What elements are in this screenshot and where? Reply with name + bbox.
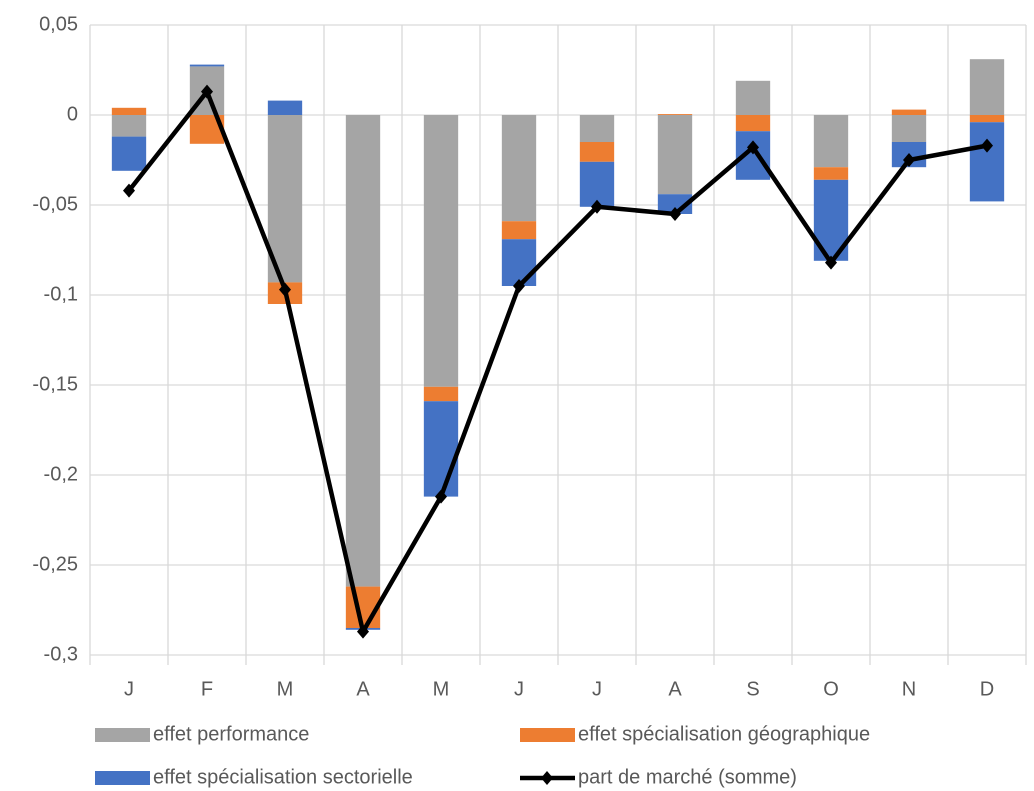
y-tick-label: 0,05 — [39, 13, 78, 35]
bar — [111, 136, 147, 171]
bar — [657, 114, 693, 115]
bar — [579, 161, 615, 207]
x-tick-label: M — [433, 678, 450, 700]
x-tick-label: F — [201, 678, 213, 700]
bar — [657, 115, 693, 195]
legend-label: effet spécialisation sectorielle — [153, 766, 413, 788]
x-tick-label: A — [356, 678, 370, 700]
line-marker — [357, 624, 369, 639]
x-tick-label: J — [592, 678, 602, 700]
line-marker — [669, 207, 681, 221]
y-tick-label: -0,1 — [44, 283, 78, 305]
line — [127, 89, 988, 634]
line-marker — [591, 199, 603, 214]
bar — [969, 59, 1005, 115]
line-marker — [513, 279, 525, 293]
legend-swatch — [520, 728, 575, 742]
bar — [111, 115, 147, 137]
bar — [969, 122, 1005, 202]
bar — [423, 115, 459, 387]
bar — [423, 401, 459, 497]
y-tick-label: 0 — [67, 103, 78, 125]
legend-swatch — [95, 771, 150, 785]
legend-swatch — [541, 771, 553, 785]
bar — [501, 115, 537, 222]
legend-label: part de marché (somme) — [578, 766, 797, 788]
bar — [579, 142, 615, 162]
line-marker — [903, 153, 915, 167]
bar — [345, 115, 381, 587]
line-marker — [825, 255, 837, 270]
bar — [111, 107, 147, 115]
bar — [423, 386, 459, 402]
bar — [345, 586, 381, 628]
bar — [579, 115, 615, 142]
line-marker — [747, 140, 759, 155]
x-tick-label: O — [823, 678, 839, 700]
y-tick-label: -0,25 — [32, 553, 78, 575]
bar — [969, 115, 1005, 123]
bar — [189, 64, 225, 67]
bar — [813, 167, 849, 180]
bar — [813, 115, 849, 168]
x-tick-label: D — [980, 678, 994, 700]
line-marker — [201, 84, 213, 99]
bar — [735, 80, 771, 115]
x-tick-label: J — [124, 678, 134, 700]
x-tick-label: S — [746, 678, 759, 700]
bar — [501, 221, 537, 240]
x-tick-label: N — [902, 678, 916, 700]
bar — [735, 115, 771, 132]
x-tick-label: J — [514, 678, 524, 700]
bar — [501, 239, 537, 286]
bar — [891, 115, 927, 142]
y-tick-label: -0,2 — [44, 463, 78, 485]
line-marker — [435, 489, 447, 504]
line-marker — [981, 138, 993, 153]
y-tick-label: -0,3 — [44, 643, 78, 665]
line-marker — [279, 282, 291, 297]
legend-swatch — [95, 728, 150, 742]
line-marker — [123, 183, 135, 198]
legend-label: effet spécialisation géographique — [578, 723, 870, 745]
x-tick-label: A — [668, 678, 682, 700]
bar — [891, 109, 927, 115]
y-tick-label: -0,05 — [32, 193, 78, 215]
legend-label: effet performance — [153, 723, 309, 745]
y-tick-label: -0,15 — [32, 373, 78, 395]
bar — [267, 100, 303, 115]
x-tick-label: M — [277, 678, 294, 700]
